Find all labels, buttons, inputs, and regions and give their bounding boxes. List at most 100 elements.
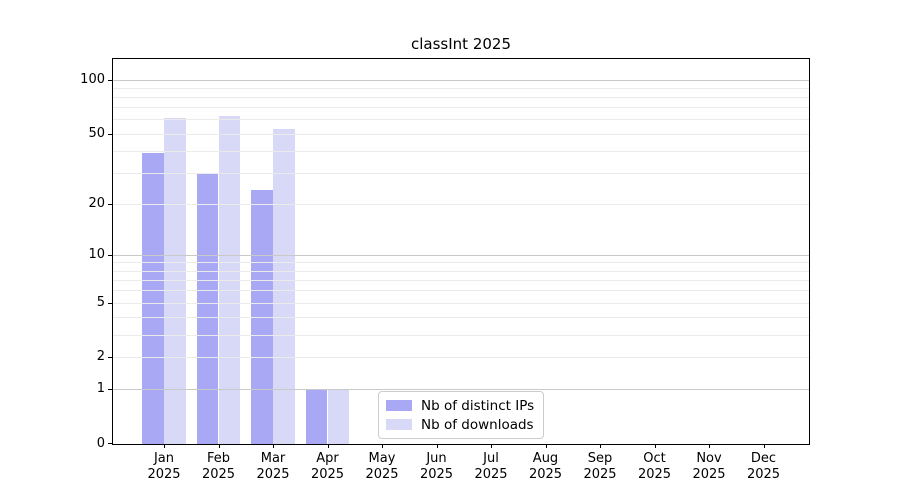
x-tick-mark xyxy=(545,444,547,448)
x-tick-label: Nov 2025 xyxy=(679,451,739,482)
minor-gridline xyxy=(113,203,809,205)
x-tick-label: Oct 2025 xyxy=(625,451,685,482)
y-tick-mark xyxy=(108,357,112,359)
y-tick-label: 100 xyxy=(80,71,105,87)
bar-distinct-ips xyxy=(196,172,219,444)
x-tick-label: Jun 2025 xyxy=(407,451,467,482)
x-tick-label: Apr 2025 xyxy=(298,451,358,482)
x-tick-year: 2025 xyxy=(583,466,617,482)
minor-gridline xyxy=(113,279,809,281)
y-tick-label: 2 xyxy=(96,349,105,365)
y-tick-label: 5 xyxy=(96,294,105,310)
y-tick-label: 0 xyxy=(96,436,105,451)
minor-gridline xyxy=(113,133,809,135)
x-tick-label: Dec 2025 xyxy=(734,451,794,482)
x-tick-year: 2025 xyxy=(147,466,181,482)
minor-gridline xyxy=(113,150,809,152)
x-tick-month: Jan xyxy=(153,451,175,466)
x-tick-mark xyxy=(327,444,329,448)
y-tick-label: 50 xyxy=(88,125,105,141)
x-tick-year: 2025 xyxy=(201,466,236,482)
y-tick-label: 1 xyxy=(96,381,105,397)
x-tick-year: 2025 xyxy=(365,466,399,482)
legend-label-downloads: Nb of downloads xyxy=(421,416,534,433)
y-tick-mark xyxy=(108,443,112,444)
x-tick-month: Nov xyxy=(696,451,722,466)
y-tick-mark xyxy=(108,133,112,135)
x-tick-label: Aug 2025 xyxy=(516,451,576,482)
y-tick-mark xyxy=(108,254,112,256)
x-tick-month: Feb xyxy=(206,451,231,466)
bar-downloads xyxy=(218,115,241,444)
x-tick-year: 2025 xyxy=(474,466,508,482)
x-tick-mark xyxy=(218,444,220,448)
x-tick-mark xyxy=(600,444,601,448)
minor-gridline xyxy=(113,270,809,272)
x-tick-mark xyxy=(382,444,383,448)
legend-swatch-distinct-ips xyxy=(386,400,412,411)
x-tick-month: Apr xyxy=(316,451,339,466)
x-tick-mark xyxy=(436,444,438,448)
x-tick-year: 2025 xyxy=(419,466,454,482)
x-tick-year: 2025 xyxy=(746,466,781,482)
minor-gridline xyxy=(113,290,809,292)
x-tick-year: 2025 xyxy=(528,466,563,482)
x-tick-label: Mar 2025 xyxy=(243,451,303,482)
x-tick-month: Jul xyxy=(483,451,499,466)
x-tick-mark xyxy=(491,444,492,448)
x-tick-month: Jun xyxy=(426,451,447,466)
major-gridline xyxy=(113,389,809,391)
legend-swatch-downloads xyxy=(386,419,412,430)
bar-downloads xyxy=(327,389,350,444)
minor-gridline xyxy=(113,357,809,359)
bar-distinct-ips xyxy=(305,389,328,444)
legend-item-distinct-ips: Nb of distinct IPs xyxy=(386,396,536,415)
bar-downloads xyxy=(164,118,186,444)
x-tick-mark xyxy=(654,444,656,448)
x-tick-mark xyxy=(709,444,710,448)
x-tick-month: Sep xyxy=(587,451,613,466)
x-tick-year: 2025 xyxy=(256,466,290,482)
minor-gridline xyxy=(113,107,809,109)
legend: Nb of distinct IPs Nb of downloads xyxy=(378,391,544,439)
legend-item-downloads: Nb of downloads xyxy=(386,415,536,434)
x-tick-label: Sep 2025 xyxy=(570,451,630,482)
x-tick-year: 2025 xyxy=(637,466,672,482)
x-tick-mark xyxy=(164,444,165,448)
bar-downloads xyxy=(273,128,295,444)
minor-gridline xyxy=(113,119,809,121)
x-tick-month: Mar xyxy=(260,451,286,466)
x-tick-month: Dec xyxy=(750,451,777,466)
y-tick-mark xyxy=(108,203,112,205)
minor-gridline xyxy=(113,302,809,304)
x-tick-year: 2025 xyxy=(692,466,726,482)
minor-gridline xyxy=(113,87,809,89)
y-tick-mark xyxy=(108,302,112,304)
chart-title: classInt 2025 xyxy=(411,35,511,53)
x-tick-label: Jan 2025 xyxy=(134,451,194,482)
x-tick-year: 2025 xyxy=(310,466,345,482)
minor-gridline xyxy=(113,262,809,264)
minor-gridline xyxy=(113,334,809,336)
y-tick-label: 20 xyxy=(88,195,105,211)
x-tick-label: Jul 2025 xyxy=(461,451,521,482)
legend-label-distinct-ips: Nb of distinct IPs xyxy=(421,397,535,414)
y-tick-mark xyxy=(108,389,112,391)
bar-distinct-ips xyxy=(142,152,164,444)
x-tick-month: Aug xyxy=(532,451,559,466)
x-tick-label: Feb 2025 xyxy=(189,451,249,482)
y-tick-mark xyxy=(108,79,112,81)
minor-gridline xyxy=(113,97,809,98)
x-tick-month: Oct xyxy=(643,451,666,466)
x-tick-month: May xyxy=(368,451,396,466)
minor-gridline xyxy=(113,172,809,174)
y-tick-label: 10 xyxy=(88,246,105,262)
plot-area: Nb of distinct IPs Nb of downloads 0 1 2 5 1… xyxy=(80,58,810,482)
x-tick-mark xyxy=(763,444,765,448)
minor-gridline xyxy=(113,316,809,318)
major-gridline xyxy=(113,79,809,81)
x-tick-label: May 2025 xyxy=(352,451,412,482)
x-tick-mark xyxy=(273,444,274,448)
major-gridline xyxy=(113,254,809,256)
